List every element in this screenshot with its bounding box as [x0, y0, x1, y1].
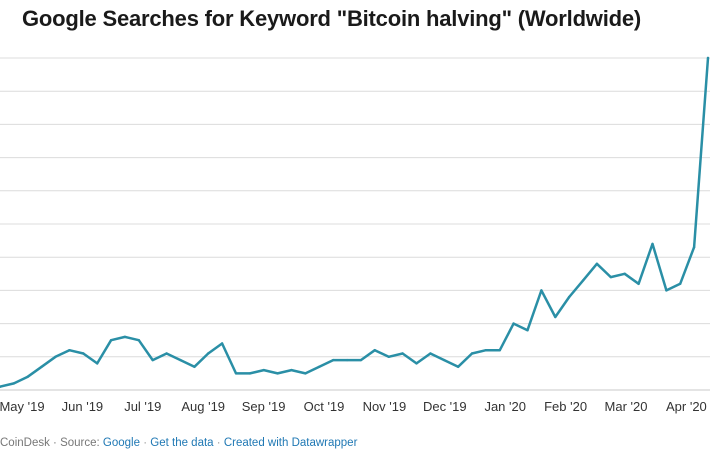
data-point [137, 339, 140, 342]
data-point [262, 368, 265, 372]
x-tick-label: Oct '19 [304, 399, 345, 414]
data-point [581, 279, 585, 282]
source-link[interactable]: Google [102, 437, 141, 449]
data-point [68, 349, 71, 352]
data-point [290, 368, 293, 372]
data-point [387, 355, 390, 358]
get-data-link[interactable]: Get the data [150, 437, 214, 449]
x-tick-label: Jun '19 [62, 399, 104, 414]
x-tick-label: Aug '19 [181, 399, 225, 414]
gridlines [0, 57, 710, 391]
data-point [526, 329, 529, 332]
data-point [498, 349, 501, 352]
series-line [0, 56, 710, 388]
data-point [165, 352, 168, 355]
x-tick-label: Feb '20 [544, 399, 587, 414]
x-tick-label: Mar '20 [605, 399, 648, 414]
data-point [82, 352, 85, 355]
data-point [637, 282, 640, 285]
data-point [248, 372, 252, 375]
series-layer [0, 56, 710, 388]
data-point [109, 339, 113, 342]
data-point [276, 372, 279, 375]
data-point [179, 358, 182, 362]
x-tick-label: May '19 [0, 399, 45, 414]
footer-separator: · [216, 437, 221, 449]
x-tick-label: Jan '20 [484, 399, 526, 414]
x-tick-label: Jul '19 [124, 399, 161, 414]
data-point [332, 358, 335, 362]
data-point [318, 365, 321, 368]
data-point [54, 355, 57, 358]
data-point [429, 352, 432, 355]
chart-footer: CoinDesk · Source: Google · Get the data… [0, 437, 357, 449]
data-point [373, 349, 376, 352]
data-point [470, 352, 474, 355]
data-point [651, 242, 654, 246]
chart-title: Google Searches for Keyword "Bitcoin hal… [22, 6, 642, 31]
x-axis-ticks: May '19 Jun '19 Jul '19 Aug '19 Sep '19 Oct '… [0, 399, 707, 414]
datawrapper-link[interactable]: Created with Datawrapper [223, 437, 358, 449]
data-point [443, 358, 446, 362]
data-point [595, 262, 599, 265]
data-point [554, 315, 557, 319]
footer-separator: · [143, 437, 148, 449]
data-point [679, 282, 682, 285]
data-point [345, 358, 349, 362]
x-tick-label: Apr '20 [666, 399, 707, 414]
data-point [665, 289, 668, 292]
data-point [234, 372, 238, 375]
source-credit: CoinDesk · Source: [0, 437, 100, 449]
data-point [401, 352, 404, 355]
data-point [706, 56, 710, 60]
data-point [40, 365, 43, 368]
data-point [484, 349, 488, 352]
data-point [692, 246, 696, 249]
data-point [456, 365, 460, 368]
data-point [0, 385, 2, 388]
data-point [193, 365, 196, 368]
data-point [623, 272, 626, 275]
data-point [123, 335, 127, 339]
data-point [540, 289, 543, 292]
data-point [304, 372, 307, 375]
data-point [96, 362, 99, 365]
x-tick-label: Nov '19 [363, 399, 407, 414]
data-point [220, 342, 224, 345]
data-point [12, 382, 16, 385]
data-point [568, 295, 571, 299]
data-point [512, 322, 515, 325]
data-point [26, 375, 29, 378]
x-tick-label: Sep '19 [242, 399, 286, 414]
data-point [359, 358, 363, 362]
data-point [151, 358, 154, 362]
x-tick-label: Dec '19 [423, 399, 467, 414]
data-point [207, 352, 210, 355]
data-point [609, 275, 612, 279]
data-point [415, 362, 418, 365]
